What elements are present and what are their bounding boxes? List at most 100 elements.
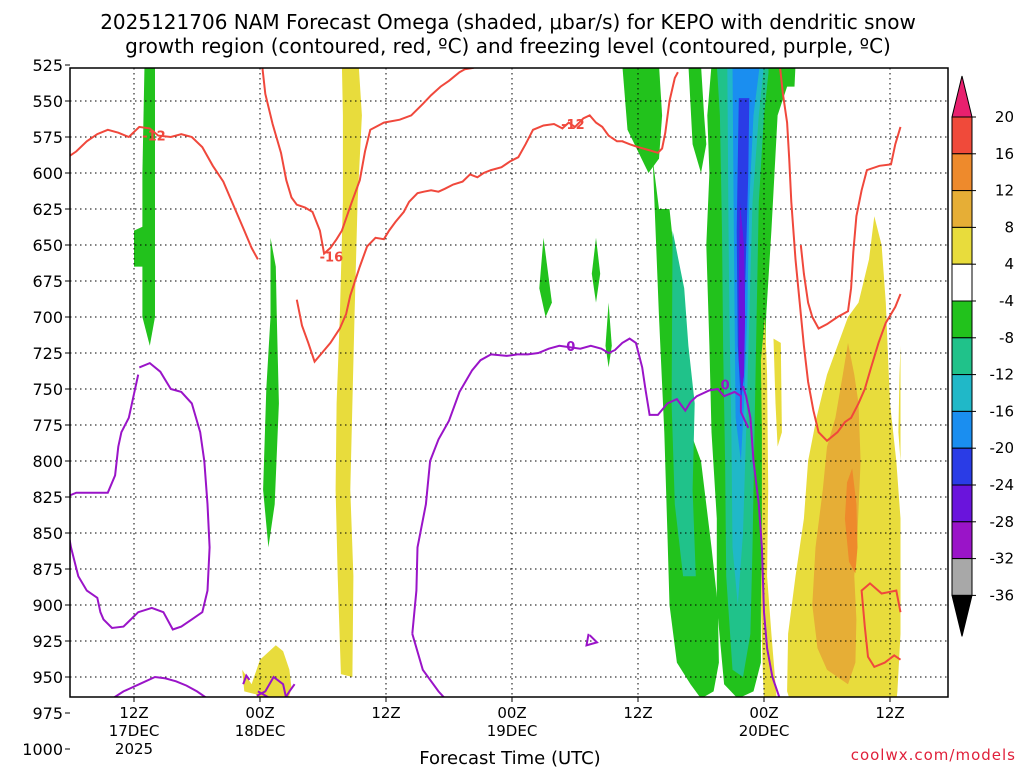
omega-region — [671, 230, 696, 577]
omega-region — [738, 201, 746, 392]
y-tick-label: 800 — [32, 452, 63, 471]
y-tick-label: 550 — [32, 92, 63, 111]
omega-region — [760, 317, 777, 697]
colorbar-swatch — [951, 521, 973, 560]
red-contour-line — [295, 114, 624, 364]
x-tick-label: 19DEC — [487, 722, 538, 740]
purple-contour-line — [70, 361, 211, 631]
omega-region — [812, 342, 861, 685]
x-tick-label: 00Z — [749, 704, 778, 722]
colorbar-swatch — [951, 447, 973, 486]
omega-region — [844, 468, 858, 574]
colorbar-label: 20 — [995, 108, 1014, 126]
omega-region — [539, 237, 552, 317]
omega-region — [591, 237, 601, 303]
y-tick-label: 775 — [32, 416, 63, 435]
colorbar-label: -8 — [999, 329, 1014, 347]
colorbar-top-arrow — [951, 75, 973, 118]
y-tick-label: 900 — [32, 596, 63, 615]
colorbar-swatch — [951, 226, 973, 265]
colorbar-swatch — [951, 190, 973, 228]
colorbar-label: 12 — [995, 182, 1014, 200]
colorbar-legend: 20 16 12 8 4 -4 -8 -12 -16 -20 -24 -28 -32 -36 — [951, 75, 1015, 637]
colorbar-label: 8 — [1004, 218, 1014, 236]
y-tick-label: 675 — [32, 272, 63, 291]
x-tick-label: 12Z — [119, 704, 148, 722]
colorbar-swatch — [951, 263, 973, 302]
x-tick-label: 12Z — [623, 704, 652, 722]
colorbar-swatch — [951, 116, 973, 155]
colorbar-swatch — [951, 484, 973, 523]
colorbar-label: -4 — [999, 292, 1014, 310]
purple-contour-label: 0 — [721, 379, 730, 394]
y-tick-label: 650 — [32, 236, 63, 255]
omega-region — [768, 68, 782, 99]
x-tick-label: 00Z — [497, 704, 526, 722]
red-contour-line — [779, 68, 902, 443]
colorbar-label: -28 — [990, 513, 1015, 531]
y-tick-label: 850 — [32, 524, 63, 543]
colorbar-label: -24 — [990, 476, 1015, 494]
omega-region — [784, 68, 796, 87]
y-tick-label: 825 — [32, 488, 63, 507]
y-tick-label: 875 — [32, 560, 63, 579]
colorbar-bottom-arrow — [951, 594, 973, 637]
x-tick-label: 17DEC — [109, 722, 160, 740]
x-tick-label: 20DEC — [739, 722, 790, 740]
x-tick-label: 2025 — [115, 740, 153, 758]
colorbar-label: -36 — [990, 586, 1015, 604]
colorbar-label: -12 — [990, 366, 1015, 384]
y-tick-label: 1000 — [22, 740, 63, 759]
omega-region — [142, 68, 155, 346]
colorbar-swatch — [951, 300, 973, 339]
purple-contour-line — [112, 675, 207, 697]
red-contour-line — [261, 68, 476, 256]
colorbar-label: -20 — [990, 439, 1015, 457]
x-tick-label: 12Z — [371, 704, 400, 722]
red-contour-label: -12 — [561, 118, 585, 133]
red-contour-label: -16 — [320, 251, 344, 266]
colorbar-label: -32 — [990, 550, 1015, 568]
purple-contour-line — [284, 683, 296, 697]
colorbar-swatch — [951, 410, 973, 449]
red-contour-line — [799, 126, 902, 330]
colorbar-label: 4 — [1004, 255, 1014, 273]
red-contour-line — [860, 582, 902, 669]
y-tick-label: 725 — [32, 344, 63, 363]
chart-title-line2: growth region (contoured, red, ºC) and f… — [125, 34, 891, 58]
colorbar-swatch — [951, 558, 973, 596]
x-tick-label: 12Z — [875, 704, 904, 722]
y-tick-label: 575 — [32, 128, 63, 147]
purple-contour-line — [242, 673, 251, 685]
purple-contour-line — [256, 675, 287, 697]
purple-contour-line — [411, 337, 750, 634]
y-tick-label: 750 — [32, 380, 63, 399]
omega-region — [622, 68, 663, 173]
x-tick-label: 00Z — [245, 704, 274, 722]
colorbar-label: 16 — [995, 145, 1014, 163]
colorbar-swatch — [951, 374, 973, 412]
omega-region — [898, 345, 901, 461]
x-tick-label: 18DEC — [235, 722, 286, 740]
y-tick-label: 625 — [32, 200, 63, 219]
omega-region — [335, 68, 362, 677]
colorbar-swatch — [951, 153, 973, 192]
omega-region — [773, 338, 782, 447]
omega-region — [688, 68, 707, 173]
red-contour-line — [70, 125, 259, 260]
y-tick-label: 950 — [32, 668, 63, 687]
y-tick-label: 600 — [32, 164, 63, 183]
red-contour-line — [621, 71, 679, 154]
y-tick-label: 525 — [32, 56, 63, 75]
red-contour-label: -12 — [142, 130, 166, 145]
purple-contour-line — [742, 385, 781, 697]
y-tick-label: 700 — [32, 308, 63, 327]
y-tick-label: 975 — [32, 704, 63, 723]
colorbar-swatch — [951, 337, 973, 376]
credit-text[interactable]: coolwx.com/models — [851, 746, 1016, 764]
x-axis-label: Forecast Time (UTC) — [419, 748, 600, 768]
omega-region — [242, 645, 292, 697]
